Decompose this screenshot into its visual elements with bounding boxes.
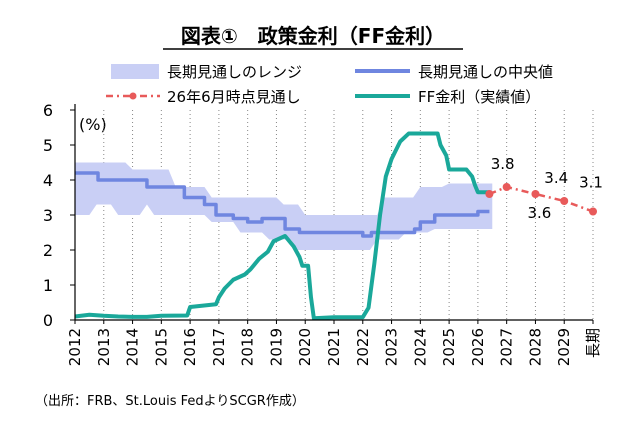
series-range-band	[75, 162, 493, 250]
x-tick-label: 2012	[66, 328, 84, 366]
y-tick-label: 5	[43, 136, 53, 155]
legend-swatch-range	[111, 64, 159, 79]
legend-label-ff: FF金利（実績値）	[418, 88, 540, 106]
projection-point	[589, 207, 597, 216]
x-tick-label: 2021	[325, 328, 343, 366]
projection-point	[531, 190, 540, 198]
x-tick-label: 2013	[95, 328, 113, 366]
x-tick-label: 2029	[555, 328, 573, 366]
y-unit-label: (%)	[79, 115, 107, 134]
x-tick-label: 2019	[267, 328, 285, 366]
y-tick-label: 6	[43, 101, 53, 120]
projection-point	[485, 190, 494, 198]
legend-label-projection: 26年6月時点見通し	[167, 88, 301, 106]
legend-label-median: 長期見通しの中央値	[418, 63, 553, 81]
series-lines	[74, 131, 594, 321]
point-label: 3.6	[528, 204, 552, 222]
x-tick-label: 2028	[526, 328, 544, 366]
x-tick-label: 2016	[181, 328, 199, 366]
x-tick-label: 2014	[124, 328, 142, 366]
point-labels: 3.8 3.6 3.4 3.1	[491, 155, 603, 222]
y-axis-ticks: 0 1 2 3 4 5 6	[43, 101, 75, 330]
median-line	[75, 171, 490, 238]
projection-point	[560, 197, 569, 205]
y-tick-label: 1	[43, 276, 53, 295]
y-tick-label: 3	[43, 206, 53, 225]
x-tick-label: 2018	[239, 328, 257, 366]
x-tick-label: 2020	[296, 328, 314, 366]
y-tick-label: 2	[43, 241, 53, 260]
x-tick-label: 2025	[440, 328, 458, 366]
point-label: 3.4	[544, 169, 568, 187]
point-label: 3.8	[491, 155, 515, 173]
legend-projection-marker	[129, 92, 137, 100]
legend: 長期見通しのレンジ 長期見通しの中央値 26年6月時点見通し FF金利（実績値）	[106, 63, 553, 106]
ff-rate-line	[74, 131, 490, 321]
y-tick-label: 0	[43, 311, 53, 330]
y-tick-label: 4	[43, 171, 53, 190]
x-tick-label: 2026	[469, 328, 487, 366]
projection-line	[488, 185, 594, 213]
x-tick-label: 2017	[210, 328, 228, 366]
legend-label-range: 長期見通しのレンジ	[167, 63, 302, 81]
projection-point	[502, 183, 511, 191]
projection-points	[485, 183, 597, 216]
x-tick-label: 2023	[383, 328, 401, 366]
x-tick-label: 2022	[354, 328, 372, 366]
x-tick-label: 2015	[152, 328, 170, 366]
chart-title: 図表① 政策金利（FF金利）	[181, 24, 445, 48]
x-tick-label: 2027	[498, 328, 516, 366]
source-note: （出所：FRB、St.Louis FedよりSCGR作成）	[35, 394, 305, 409]
range-band-area	[75, 162, 493, 250]
x-tick-label: 2024	[411, 328, 429, 366]
x-axis-ticks: 2012 2013 2014 2015 2016 2017 2018 2019 2020 2021…	[66, 320, 602, 366]
x-tick-label: 長期	[584, 328, 602, 358]
point-label: 3.1	[579, 174, 603, 192]
